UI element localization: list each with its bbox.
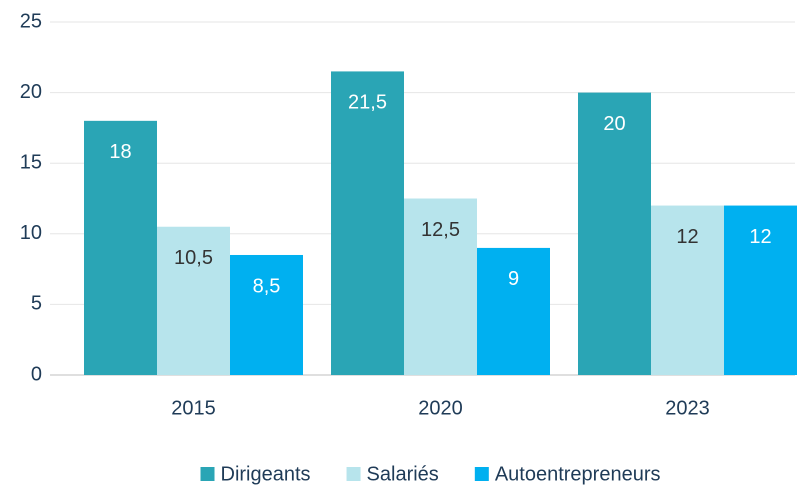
bar — [84, 120, 157, 375]
y-tick-label: 15 — [20, 151, 42, 173]
bar — [651, 205, 724, 375]
value-label: 12 — [676, 226, 698, 248]
legend-label: Autoentrepreneurs — [495, 463, 661, 485]
legend-swatch — [200, 467, 215, 481]
y-tick-label: 10 — [20, 222, 42, 244]
bar — [578, 92, 651, 375]
x-tick-label: 2020 — [418, 397, 463, 419]
value-label: 9 — [508, 268, 519, 290]
legend-label: Dirigeants — [221, 463, 311, 485]
bar — [404, 198, 477, 375]
value-label: 18 — [109, 141, 131, 163]
legend-swatch — [346, 467, 361, 481]
y-tick-label: 20 — [20, 81, 42, 103]
bar — [230, 254, 303, 375]
x-tick-label: 2015 — [171, 397, 216, 419]
y-tick-label: 0 — [31, 363, 42, 385]
value-label: 20 — [603, 113, 625, 135]
y-tick-label: 5 — [31, 293, 42, 315]
y-tick-label: 25 — [20, 10, 42, 32]
bar — [331, 71, 404, 376]
bar — [724, 205, 797, 375]
value-label: 21,5 — [348, 92, 387, 114]
legend-label: Salariés — [367, 463, 439, 485]
value-label: 12 — [749, 226, 771, 248]
legend-swatch — [474, 467, 489, 481]
bar — [477, 247, 550, 375]
value-label: 10,5 — [174, 247, 213, 269]
x-tick-label: 2023 — [665, 397, 710, 419]
bar — [157, 226, 230, 375]
value-label: 12,5 — [421, 219, 460, 241]
value-label: 8,5 — [253, 275, 281, 297]
